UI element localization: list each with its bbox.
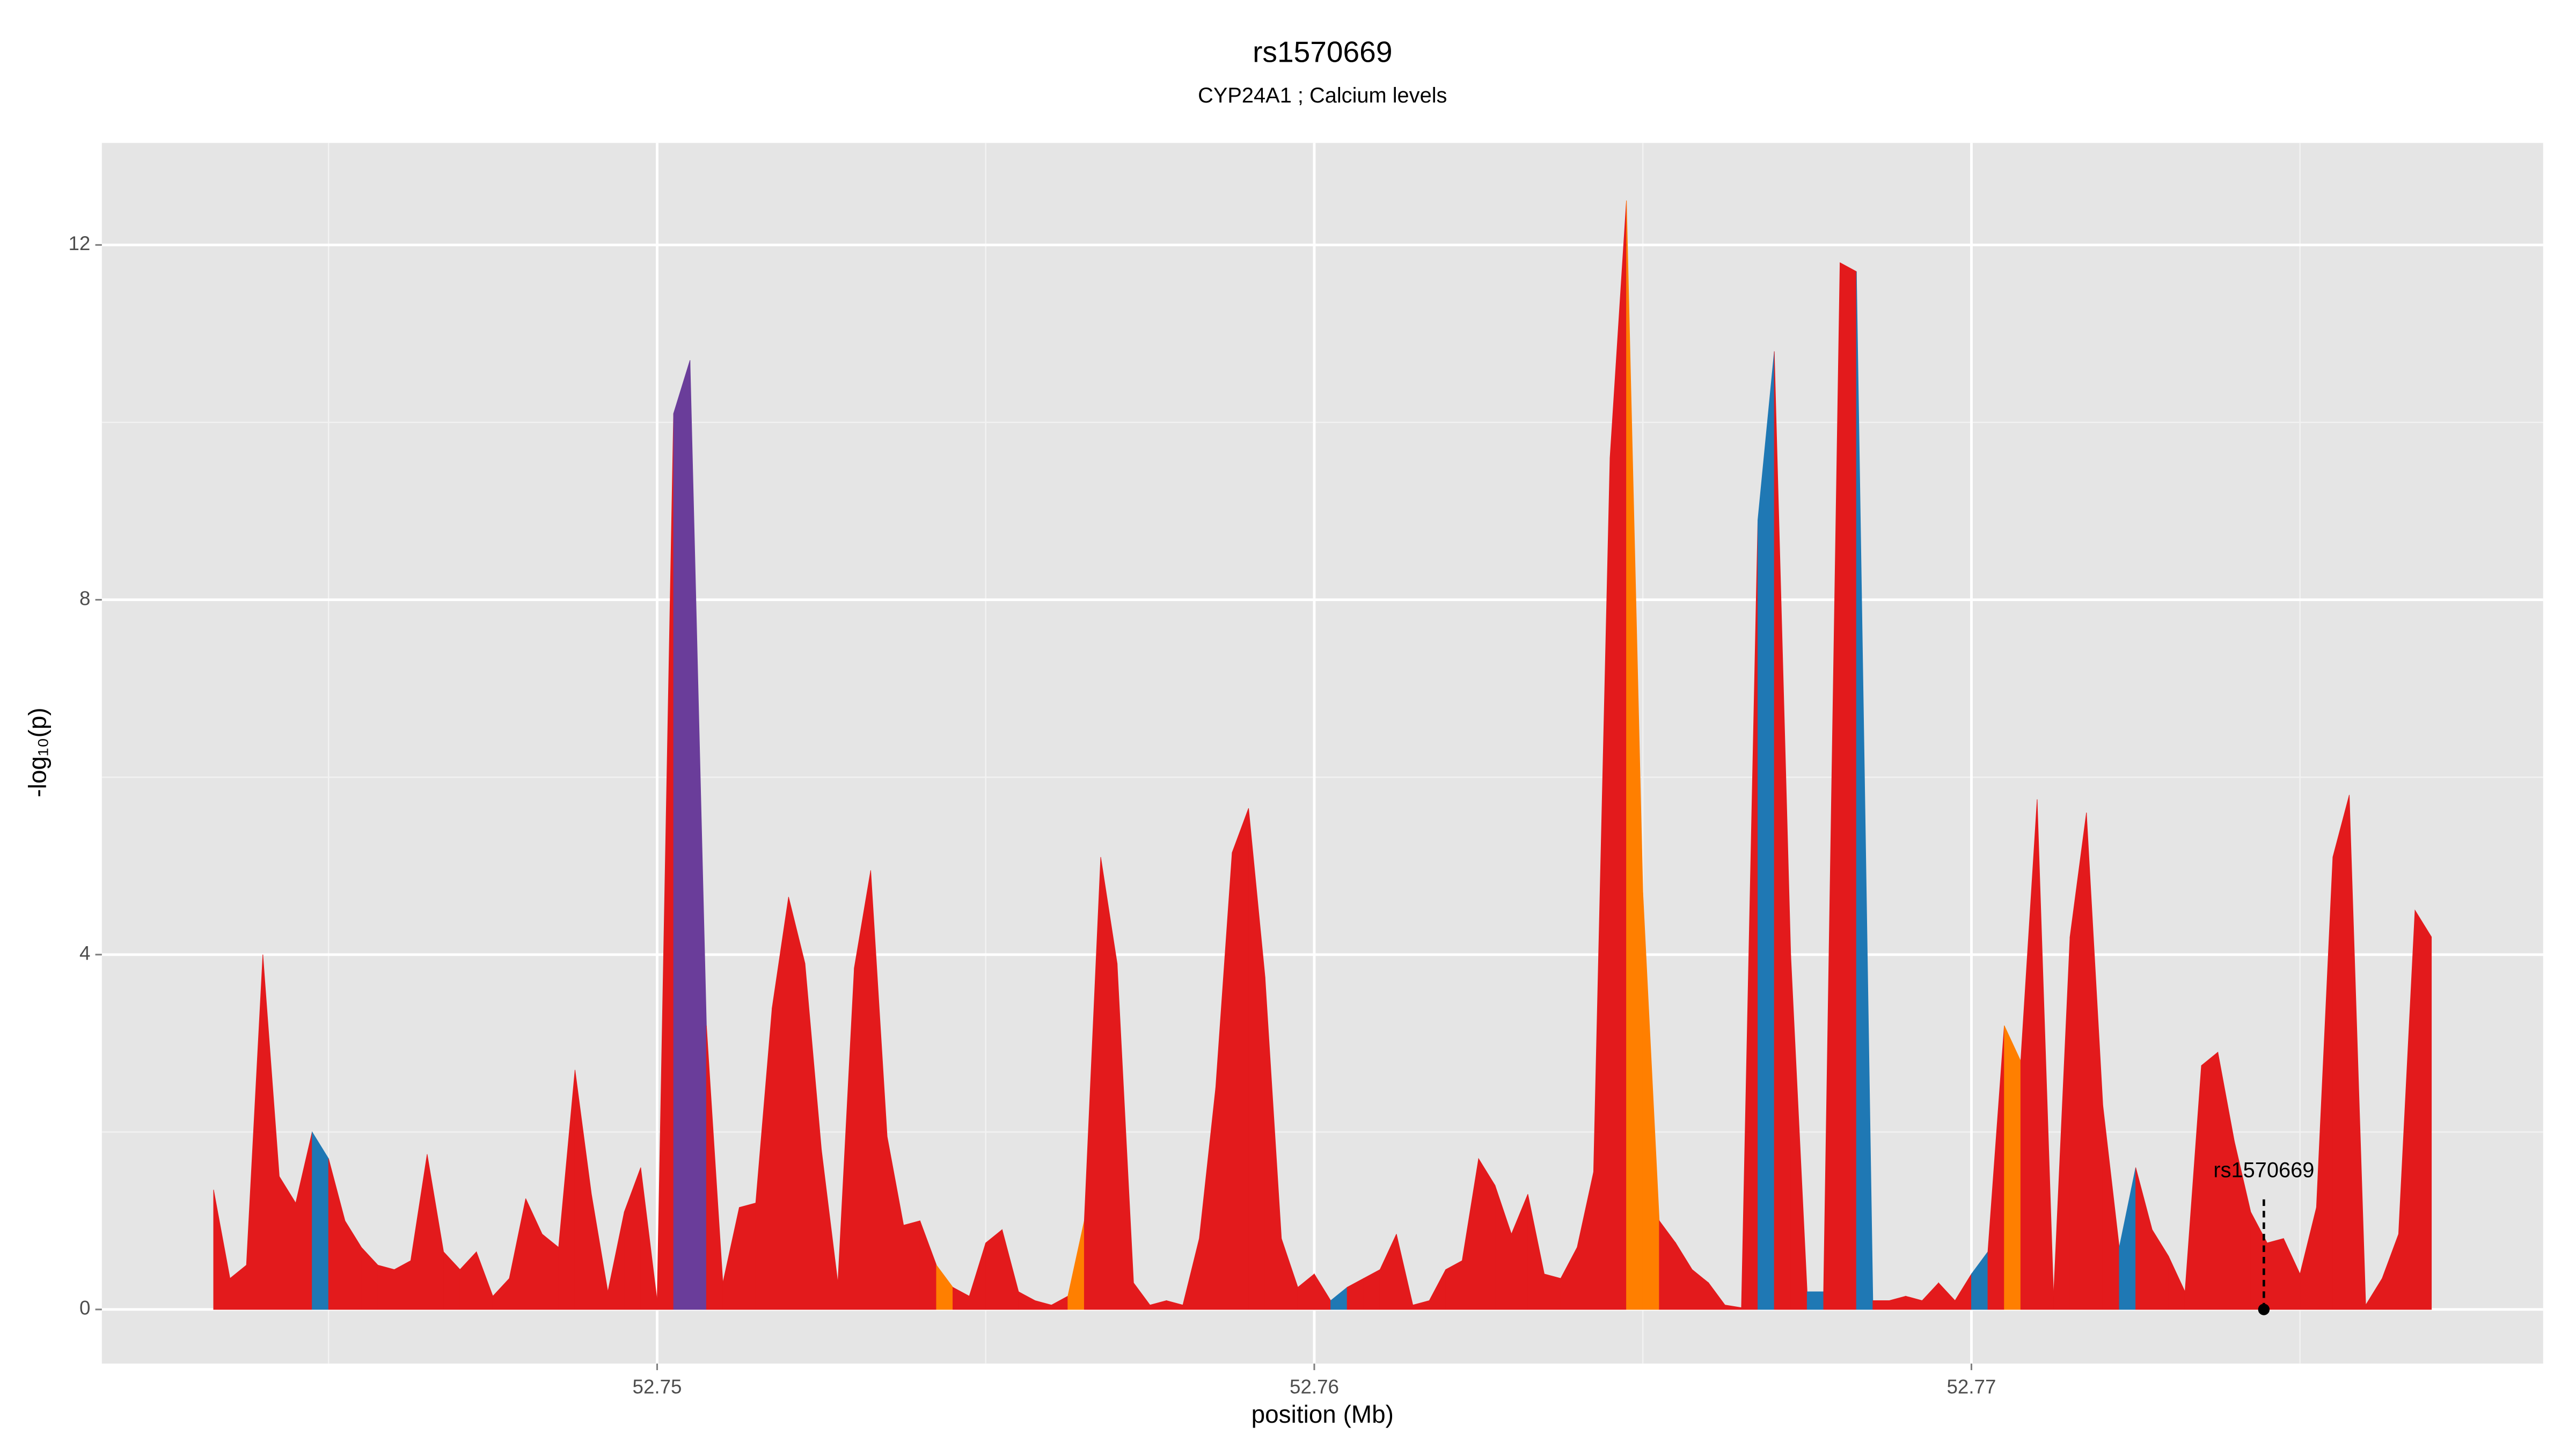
area-segment (394, 1260, 411, 1310)
area-segment (1872, 1300, 1890, 1310)
y-tick-label: 0 (79, 1297, 90, 1319)
area-segment (312, 1131, 329, 1310)
y-tick-label: 12 (69, 232, 91, 254)
area-segment (541, 1233, 559, 1310)
area-segment (2004, 1025, 2021, 1310)
area-segment (1478, 1158, 1496, 1310)
area-segment (1758, 351, 1775, 1310)
x-tick-label: 52.77 (1947, 1375, 1996, 1397)
area-segment (1544, 1274, 1561, 1310)
area-segment (1806, 1291, 1824, 1310)
area-segment (377, 1264, 395, 1310)
x-tick-label: 52.76 (1290, 1375, 1339, 1397)
area-segment (903, 1220, 920, 1310)
area-segment (2414, 909, 2432, 1310)
y-tick-label: 4 (79, 942, 90, 964)
labels: 52.75 52.76 52.77 0 4 8 12 rs1570669 (69, 232, 2315, 1397)
area-segment (1445, 1260, 1462, 1310)
annotation-label: rs1570669 (2213, 1158, 2314, 1182)
y-tick-label: 8 (79, 587, 90, 609)
chart-title: rs1570669 (1253, 35, 1392, 69)
annotation-point (2258, 1304, 2270, 1315)
plot-panel (101, 143, 2543, 1364)
area-segment (2267, 1238, 2284, 1310)
area-segment (985, 1229, 1002, 1310)
area (213, 200, 2432, 1310)
area-segment (673, 360, 691, 1310)
area-segment (1232, 808, 1249, 1310)
area-segment (739, 1203, 756, 1310)
area-segment (2332, 795, 2350, 1310)
area-segment (788, 897, 806, 1310)
x-axis-label: position (Mb) (1252, 1400, 1394, 1428)
chart-subtitle: CYP24A1 ; Calcium levels (1198, 84, 1447, 107)
x-tick-label: 52.75 (633, 1375, 682, 1397)
area-segment (1840, 262, 1857, 1310)
y-axis-label: -log₁₀(p) (24, 707, 52, 797)
